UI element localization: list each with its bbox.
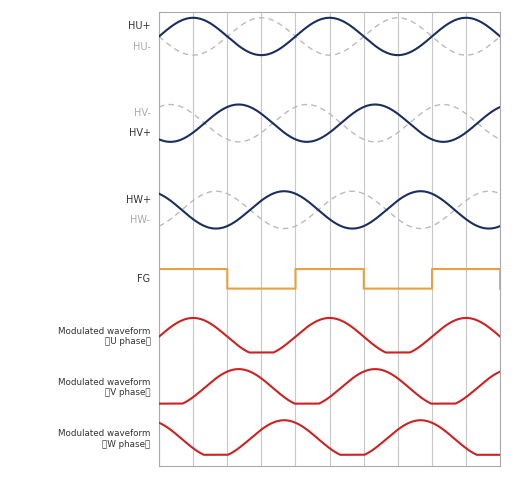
- Text: Modulated waveform
（U phase）: Modulated waveform （U phase）: [58, 327, 150, 347]
- Text: HW+: HW+: [126, 194, 150, 204]
- Text: HW-: HW-: [130, 215, 150, 225]
- Text: HV-: HV-: [133, 108, 150, 118]
- Text: Modulated waveform
（W phase）: Modulated waveform （W phase）: [58, 429, 150, 449]
- Text: HV+: HV+: [128, 129, 150, 138]
- Text: FG: FG: [137, 274, 150, 284]
- Text: HU-: HU-: [132, 42, 150, 52]
- Text: Modulated waveform
（V phase）: Modulated waveform （V phase）: [58, 378, 150, 397]
- Text: HU+: HU+: [128, 21, 150, 31]
